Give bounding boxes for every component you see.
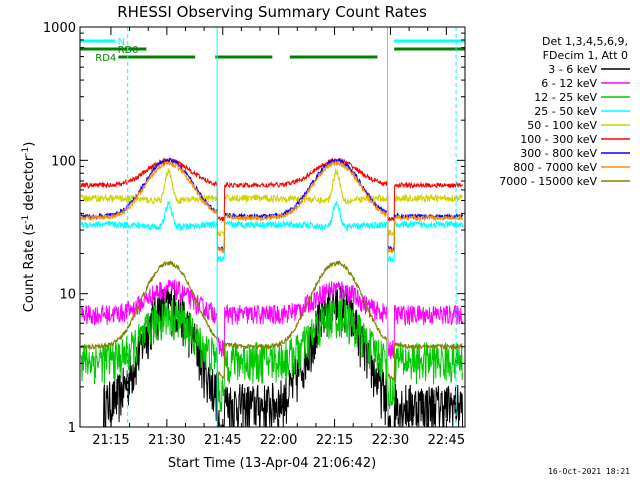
series-line: [103, 284, 464, 428]
legend-label: 300 - 800 keV: [520, 147, 597, 160]
x-axis-label: Start Time (13-Apr-04 21:06:42): [168, 456, 376, 471]
legend-label: 800 - 7000 keV: [513, 161, 597, 174]
series-line: [80, 160, 464, 255]
x-tick-label: 21:15: [92, 433, 129, 448]
x-tick-label: 22:30: [372, 433, 409, 448]
y-tick-label: 1: [68, 421, 76, 436]
plot-frame: [79, 26, 466, 428]
x-tick-label: 22:45: [428, 433, 465, 448]
y-tick-label: 1000: [43, 21, 76, 36]
series-line: [80, 200, 464, 263]
y-tick-label: 100: [51, 154, 76, 169]
legend: Det 1,3,4,5,6,9, FDecim 1, Att 0 3 - 6 k…: [499, 35, 630, 188]
chart-title: RHESSI Observing Summary Count Rates: [117, 3, 427, 21]
footer-date: 16-Oct-2021 18:21: [548, 467, 630, 476]
series-line: [80, 157, 463, 222]
series-line: [80, 298, 464, 412]
legend-label: 3 - 6 keV: [548, 63, 597, 76]
legend-label: 25 - 50 keV: [534, 105, 597, 118]
legend-label: 12 - 25 keV: [534, 91, 597, 104]
x-tick-label: 22:00: [260, 433, 297, 448]
legend-label: 50 - 100 keV: [527, 119, 597, 132]
legend-label: 6 - 12 keV: [541, 77, 597, 90]
legend-header-1: Det 1,3,4,5,6,9,: [542, 35, 628, 48]
flag-layer: NRD0RD4: [80, 27, 465, 427]
legend-header-2: FDecim 1, Att 0: [543, 49, 628, 62]
tick-layer: 21:15 21:30 21:45 22:00 22:15 22:30 22:45 1 10 10…: [43, 21, 465, 448]
flag-label: N: [118, 37, 125, 48]
x-tick-label: 21:30: [148, 433, 185, 448]
series-layer: [80, 157, 464, 428]
series-line: [80, 259, 463, 381]
y-axis-label: Count Rate (s-1 detector-1): [21, 142, 37, 313]
x-tick-label: 21:45: [204, 433, 241, 448]
y-tick-label: 10: [59, 288, 76, 303]
legend-label: 7000 - 15000 keV: [499, 175, 597, 188]
flag-label: RD4: [95, 53, 116, 64]
x-tick-label: 22:15: [316, 433, 353, 448]
series-line: [80, 168, 463, 237]
legend-label: 100 - 300 keV: [520, 133, 597, 146]
series-line: [80, 157, 464, 252]
